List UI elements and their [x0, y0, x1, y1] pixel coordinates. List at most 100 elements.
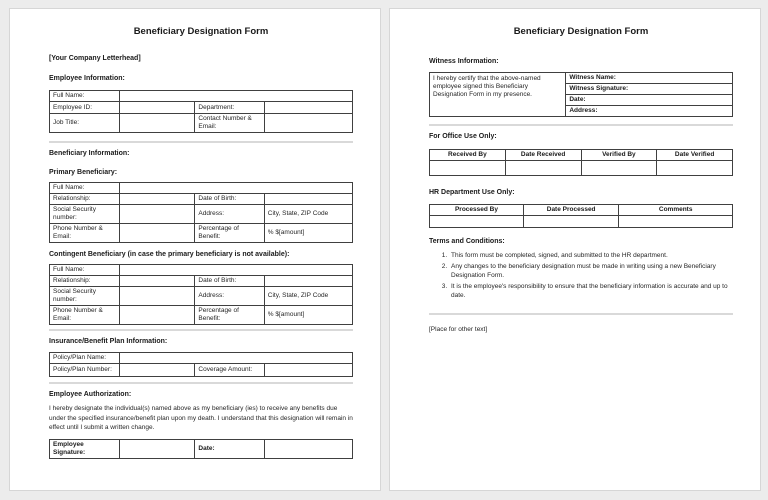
contingent-address-hint-cell[interactable]: City, State, ZIP Code [263, 286, 354, 306]
primary-percentage-label: Percentage of Benefit: [194, 223, 265, 243]
terms-list: This form must be completed, signed, and… [449, 251, 733, 301]
primary-beneficiary-heading: Primary Beneficiary: [49, 169, 118, 176]
contingent-phone-input-cell[interactable] [119, 305, 196, 325]
policy-name-label: Policy/Plan Name: [48, 352, 121, 364]
date-processed-input-cell[interactable] [522, 215, 620, 228]
primary-fullname-label: Full Name: [48, 182, 121, 194]
contingent-percentage-hint-cell[interactable]: % $[amount] [263, 305, 354, 325]
terms-item-3: It is the employee's responsibility to e… [449, 282, 733, 301]
primary-relationship-input-cell[interactable] [119, 193, 196, 205]
witness-info-heading: Witness Information: [429, 58, 499, 65]
date-received-input-cell[interactable] [504, 160, 582, 176]
contingent-fullname-label: Full Name: [48, 264, 121, 276]
witness-date-label[interactable]: Date: [565, 94, 733, 106]
contact-label: Contact Number & Email: [194, 113, 265, 133]
employee-signature-label: Employee Signature: [48, 438, 121, 459]
policy-number-input-cell[interactable] [119, 363, 196, 377]
employee-id-input-cell[interactable] [119, 101, 196, 114]
insurance-info-table: Policy/Plan Name: Policy/Plan Number: Co… [48, 352, 354, 377]
employee-fullname-label: Full Name: [48, 90, 121, 102]
primary-dob-input-cell[interactable] [263, 193, 354, 205]
witness-address-label[interactable]: Address: [565, 105, 733, 117]
comments-header: Comments [618, 204, 733, 216]
comments-input-cell[interactable] [618, 215, 733, 228]
hr-use-table: Processed By Date Processed Comments [429, 204, 733, 228]
employee-signature-input-cell[interactable] [119, 438, 196, 459]
office-use-table: Received By Date Received Verified By Da… [429, 149, 733, 176]
office-use-heading: For Office Use Only: [429, 133, 497, 140]
contingent-ssn-input-cell[interactable] [119, 286, 196, 306]
letterhead-placeholder: [Your Company Letterhead] [49, 55, 141, 62]
contingent-dob-label: Date of Birth: [194, 275, 265, 287]
contingent-percentage-label: Percentage of Benefit: [194, 305, 265, 325]
section-divider [429, 124, 733, 126]
authorization-text: I hereby designate the individual(s) nam… [49, 405, 353, 431]
page-1: Beneficiary Designation Form [Your Compa… [9, 8, 381, 491]
job-title-input-cell[interactable] [119, 113, 196, 133]
date-verified-input-cell[interactable] [656, 160, 733, 176]
page-title: Beneficiary Designation Form [513, 26, 649, 37]
date-verified-header: Date Verified [656, 149, 733, 161]
contingent-fullname-input-cell[interactable] [119, 264, 353, 276]
beneficiary-info-heading: Beneficiary Information: [49, 150, 130, 157]
other-text-placeholder: [Place for other text] [429, 325, 488, 333]
witness-certification-text: I hereby certify that the above-named em… [428, 72, 567, 117]
primary-address-hint-cell[interactable]: City, State, ZIP Code [263, 204, 354, 224]
insurance-info-heading: Insurance/Benefit Plan Information: [49, 338, 168, 345]
contingent-beneficiary-table: Full Name: Relationship: Date of Birth: … [48, 264, 354, 325]
contingent-ssn-label: Social Security number: [48, 286, 121, 306]
department-input-cell[interactable] [263, 101, 354, 114]
policy-name-input-cell[interactable] [119, 352, 353, 364]
witness-signature-label[interactable]: Witness Signature: [565, 83, 733, 95]
primary-beneficiary-table: Full Name: Relationship: Date of Birth: … [48, 182, 354, 243]
primary-ssn-input-cell[interactable] [119, 204, 196, 224]
primary-dob-label: Date of Birth: [194, 193, 265, 205]
date-processed-header: Date Processed [522, 204, 620, 216]
contact-input-cell[interactable] [263, 113, 354, 133]
signature-date-label: Date: [194, 438, 265, 459]
section-divider [49, 141, 353, 143]
employee-id-label: Employee ID: [48, 101, 121, 114]
signature-date-input-cell[interactable] [263, 438, 354, 459]
terms-item-1: This form must be completed, signed, and… [449, 251, 733, 261]
terms-heading: Terms and Conditions: [429, 238, 505, 245]
primary-ssn-label: Social Security number: [48, 204, 121, 224]
contingent-dob-input-cell[interactable] [263, 275, 354, 287]
section-divider [429, 312, 733, 315]
verified-by-header: Verified By [580, 149, 658, 161]
employee-signature-table: Employee Signature: Date: [48, 438, 354, 459]
section-divider [49, 329, 353, 331]
processed-by-header: Processed By [429, 204, 524, 216]
contingent-address-label: Address: [194, 286, 265, 306]
contingent-beneficiary-heading: Contingent Beneficiary (in case the prim… [49, 251, 290, 258]
contingent-phone-label: Phone Number & Email: [48, 305, 121, 325]
coverage-amount-label: Coverage Amount: [194, 363, 265, 377]
received-by-header: Received By [429, 149, 506, 161]
page-title: Beneficiary Designation Form [133, 26, 269, 37]
witness-name-label[interactable]: Witness Name: [565, 72, 733, 84]
primary-percentage-hint-cell[interactable]: % $[amount] [263, 223, 354, 243]
witness-info-table: I hereby certify that the above-named em… [428, 72, 733, 117]
employee-info-heading: Employee Information: [49, 75, 125, 82]
primary-fullname-input-cell[interactable] [119, 182, 353, 194]
section-divider [49, 382, 353, 384]
primary-phone-input-cell[interactable] [119, 223, 196, 243]
employee-info-table: Full Name: Employee ID: Department: Job … [48, 90, 354, 133]
received-by-input-cell[interactable] [429, 160, 506, 176]
contingent-relationship-input-cell[interactable] [119, 275, 196, 287]
page-2: Beneficiary Designation Form Witness Inf… [389, 8, 761, 491]
department-label: Department: [194, 101, 265, 114]
primary-phone-label: Phone Number & Email: [48, 223, 121, 243]
employee-authorization-heading: Employee Authorization: [49, 391, 132, 398]
verified-by-input-cell[interactable] [580, 160, 658, 176]
primary-address-label: Address: [194, 204, 265, 224]
processed-by-input-cell[interactable] [429, 215, 524, 228]
hr-use-heading: HR Department Use Only: [429, 189, 515, 196]
coverage-amount-input-cell[interactable] [263, 363, 354, 377]
date-received-header: Date Received [504, 149, 582, 161]
job-title-label: Job Title: [48, 113, 121, 133]
employee-fullname-input-cell[interactable] [119, 90, 353, 102]
contingent-relationship-label: Relationship: [48, 275, 121, 287]
policy-number-label: Policy/Plan Number: [48, 363, 121, 377]
